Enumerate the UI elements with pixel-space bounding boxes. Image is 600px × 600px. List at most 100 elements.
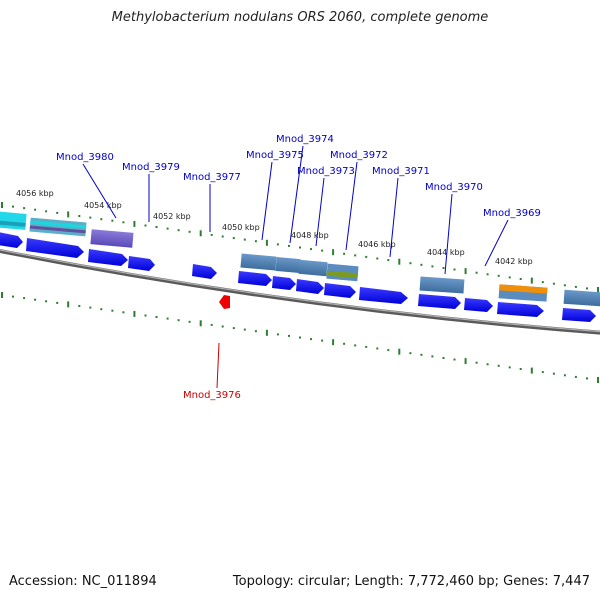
minor-tick bbox=[552, 372, 555, 375]
minor-tick bbox=[299, 246, 301, 249]
minor-tick bbox=[387, 259, 390, 262]
scale-label: 4042 kbp bbox=[495, 257, 533, 266]
minor-tick bbox=[497, 364, 500, 367]
major-tick bbox=[133, 220, 136, 227]
gene-arrow bbox=[0, 232, 23, 248]
minor-tick bbox=[254, 330, 257, 333]
feature-box bbox=[498, 284, 548, 302]
minor-tick bbox=[420, 263, 423, 266]
gene-label[interactable]: Mnod_3975 bbox=[246, 150, 304, 161]
gene-label[interactable]: Mnod_3971 bbox=[372, 166, 430, 177]
gene-arrow bbox=[296, 279, 324, 294]
minor-tick bbox=[541, 371, 544, 374]
gene-arrow bbox=[497, 302, 544, 317]
minor-tick bbox=[475, 361, 478, 364]
minor-tick bbox=[354, 344, 357, 347]
scale-label: 4054 kbp bbox=[84, 201, 122, 210]
minor-tick bbox=[100, 218, 103, 221]
minor-tick bbox=[310, 338, 312, 341]
minor-tick bbox=[166, 317, 169, 320]
feature-box bbox=[563, 289, 600, 307]
major-tick bbox=[464, 358, 467, 365]
gene-label[interactable]: Mnod_3979 bbox=[122, 162, 180, 173]
minor-tick bbox=[574, 285, 577, 288]
callout-line bbox=[345, 161, 358, 251]
minor-tick bbox=[453, 268, 456, 271]
minor-tick bbox=[376, 347, 379, 350]
feature-box bbox=[29, 217, 87, 237]
minor-tick bbox=[34, 298, 37, 301]
feature-box bbox=[298, 259, 328, 277]
gene-label[interactable]: Mnod_3973 bbox=[297, 166, 355, 177]
minor-tick bbox=[541, 281, 544, 284]
feature-box bbox=[90, 229, 134, 248]
minor-tick bbox=[563, 374, 566, 377]
minor-tick bbox=[12, 295, 14, 298]
minor-tick bbox=[144, 314, 147, 317]
minor-tick bbox=[210, 323, 213, 326]
minor-tick bbox=[343, 252, 346, 255]
minor-tick bbox=[56, 301, 59, 304]
major-tick bbox=[67, 301, 70, 308]
minor-tick bbox=[343, 342, 346, 345]
minor-tick bbox=[563, 284, 566, 287]
minor-tick bbox=[365, 255, 368, 258]
minor-tick bbox=[431, 355, 434, 358]
scale-label: 4044 kbp bbox=[427, 248, 465, 257]
scale-label: 4050 kbp bbox=[222, 223, 260, 232]
minor-tick bbox=[486, 273, 489, 276]
gene-arrow bbox=[272, 276, 296, 290]
gene-arrow bbox=[238, 271, 272, 286]
minor-tick bbox=[409, 352, 412, 355]
minor-tick bbox=[552, 282, 555, 285]
major-tick bbox=[1, 292, 3, 298]
gene-label[interactable]: Mnod_3969 bbox=[483, 208, 541, 219]
gene-arrow bbox=[192, 264, 217, 279]
callout-line bbox=[444, 193, 453, 275]
minor-tick bbox=[243, 238, 246, 241]
gene-label[interactable]: Mnod_3970 bbox=[425, 182, 483, 193]
gene-label[interactable]: Mnod_3976 bbox=[183, 390, 241, 401]
major-tick bbox=[133, 310, 136, 317]
major-tick bbox=[332, 339, 335, 346]
minor-tick bbox=[188, 230, 191, 233]
callout-line bbox=[82, 163, 117, 219]
minor-tick bbox=[89, 216, 92, 219]
minor-tick bbox=[276, 243, 279, 246]
minor-tick bbox=[166, 227, 169, 230]
callout-line bbox=[261, 161, 273, 241]
scale-ticks bbox=[1, 202, 599, 383]
minor-tick bbox=[574, 375, 577, 378]
major-tick bbox=[530, 367, 533, 374]
minor-tick bbox=[376, 257, 379, 260]
callout-line bbox=[389, 177, 399, 258]
scale-label: 4052 kbp bbox=[153, 212, 191, 221]
minor-tick bbox=[310, 248, 312, 251]
gene-label[interactable]: Mnod_3980 bbox=[56, 152, 114, 163]
minor-tick bbox=[122, 221, 125, 224]
gene-label[interactable]: Mnod_3972 bbox=[330, 150, 388, 161]
minor-tick bbox=[475, 271, 478, 274]
minor-tick bbox=[177, 319, 180, 322]
feature-boxes bbox=[0, 211, 600, 307]
callout-line bbox=[484, 219, 509, 267]
feature-box bbox=[275, 256, 301, 274]
gene-label[interactable]: Mnod_3977 bbox=[183, 172, 241, 183]
gene-label[interactable]: Mnod_3974 bbox=[276, 134, 334, 145]
minor-tick bbox=[23, 297, 26, 300]
minor-tick bbox=[243, 328, 246, 331]
scale-label: 4056 kbp bbox=[16, 189, 54, 198]
major-tick bbox=[398, 348, 401, 355]
gene-arrow bbox=[562, 308, 596, 322]
minor-tick bbox=[12, 205, 14, 208]
major-tick bbox=[597, 377, 599, 383]
minor-tick bbox=[442, 357, 445, 359]
minor-tick bbox=[409, 262, 412, 265]
major-tick bbox=[199, 320, 202, 327]
minor-tick bbox=[221, 325, 224, 328]
minor-tick bbox=[586, 287, 588, 290]
minor-tick bbox=[288, 334, 290, 337]
genome-backbone-highlight bbox=[0, 249, 600, 333]
accession-text: Accession: NC_011894 bbox=[9, 574, 157, 589]
